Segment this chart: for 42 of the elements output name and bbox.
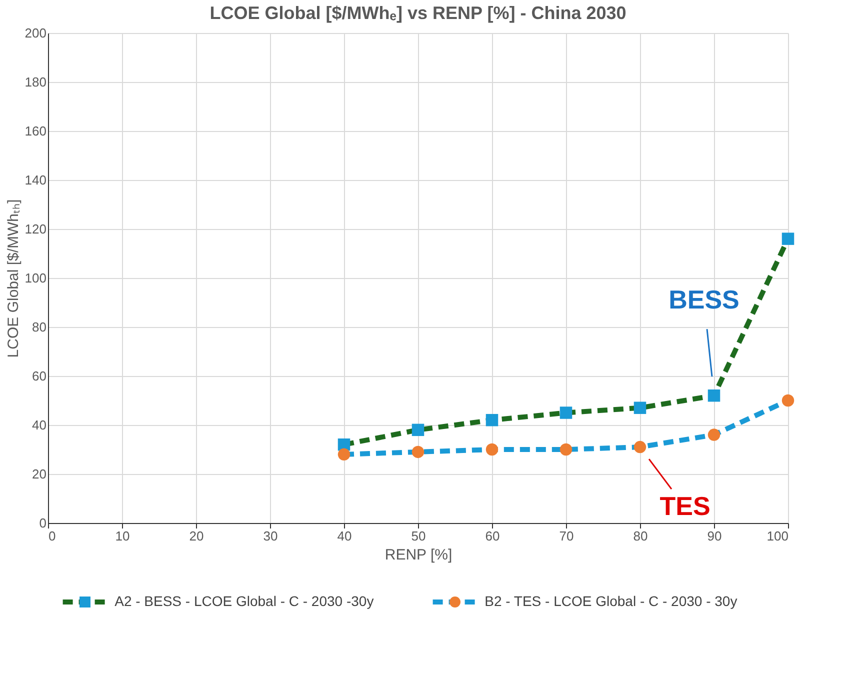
y-tick-label: 200 <box>24 26 46 40</box>
point <box>782 232 794 245</box>
x-tick-label: 100 <box>766 528 788 544</box>
y-tick-label: 20 <box>32 466 46 482</box>
y-axis-title: LCOE Global [$/MWhₜₕ] <box>4 199 22 358</box>
point <box>412 424 424 436</box>
x-tick-label: 60 <box>485 528 500 544</box>
x-tick-label: 70 <box>559 528 574 544</box>
point <box>338 448 350 461</box>
y-tick-label: 120 <box>24 222 46 236</box>
point <box>708 428 720 441</box>
x-tick-label: 0 <box>48 528 56 544</box>
y-tick-label: 100 <box>24 270 46 286</box>
x-tick-label: 80 <box>633 528 648 544</box>
y-tick-label: 60 <box>32 368 46 384</box>
chart-title: LCOE Global [$/MWhₑ] vs RENP [%] - China 2030 <box>210 3 626 23</box>
y-tick-label: 160 <box>24 124 46 138</box>
y-tick-label: 0 <box>39 516 46 530</box>
point <box>634 402 646 414</box>
x-tick-label: 40 <box>337 528 352 544</box>
point <box>708 389 720 402</box>
annotation: BESS <box>668 284 740 315</box>
y-tick-label: 80 <box>32 320 46 334</box>
x-axis-title: RENP [%] <box>384 546 452 564</box>
legend-label: B2 - TES - LCOE Global - C - 2030 - 30y <box>484 593 738 609</box>
x-tick-label: 50 <box>411 528 426 544</box>
point <box>782 394 794 407</box>
y-tick-label: 180 <box>24 74 46 90</box>
point <box>634 440 646 454</box>
x-tick-label: 20 <box>189 528 204 544</box>
x-tick-label: 10 <box>115 528 130 544</box>
point <box>560 406 572 419</box>
legend-label: A2 - BESS - LCOE Global - C - 2030 -30y <box>114 593 374 609</box>
point <box>486 414 498 426</box>
x-tick-label: 90 <box>707 528 722 544</box>
point <box>560 443 572 456</box>
point <box>412 446 424 458</box>
y-tick-label: 140 <box>24 172 46 188</box>
y-tick-label: 40 <box>32 418 46 432</box>
x-tick-label: 30 <box>263 528 278 544</box>
point <box>486 443 498 456</box>
annotation: TES <box>660 491 710 522</box>
